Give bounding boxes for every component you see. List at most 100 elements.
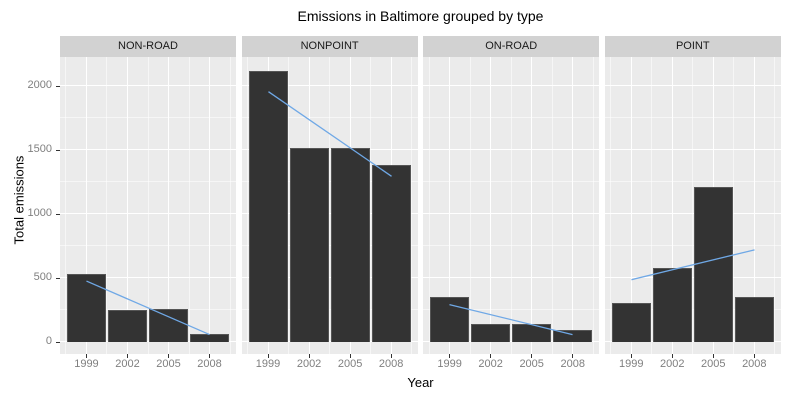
x-tick-mark [168,354,169,358]
facet-nonpoint: NONPOINT 1999 2002 2005 2008 [241,36,418,370]
facet-panel [604,57,781,354]
gridline-major-v [490,57,492,354]
x-tick-label: 1999 [437,358,462,370]
gridline-major-v [671,57,673,354]
gridline-minor-v [370,57,372,354]
x-tick-mark [349,354,351,358]
bar [553,329,593,342]
x-tick-mark [490,354,492,358]
x-tick-mark [630,354,632,358]
gridline-minor-v [651,57,653,354]
gridline-minor-v [229,57,231,354]
gridline-minor-v [147,57,149,354]
x-tick-label: 2002 [115,358,140,370]
x-tick-label: 2008 [197,358,222,370]
x-tick-mark [531,354,533,358]
facet-non-road: NON-ROAD 1999 2002 2005 2008 [60,36,236,370]
gridline-major-v [572,57,574,354]
bar [371,165,411,342]
y-tick-label: 1500 [27,143,52,155]
x-tick-label: 2002 [660,358,685,370]
bar [693,187,733,342]
gridline-major-v [209,57,211,354]
facet-strip: ON-ROAD [423,36,600,57]
bar [66,274,106,342]
x-tick-label: 2008 [378,358,404,370]
gridline-major-v [531,57,533,354]
bar [190,333,230,342]
facets-container: NON-ROAD 1999 2002 2005 2008 NONPOINT 1999 2002… [60,36,781,370]
gridline-major-v [85,57,87,354]
bar [149,309,188,342]
gridline-minor-v [774,57,776,354]
y-tick-label: 2000 [27,79,52,91]
x-tick-mark [753,354,755,358]
gridline-minor-v [510,57,512,354]
x-tick-mark [308,354,310,358]
y-tick-mark [56,341,60,343]
facet-panel [60,57,236,354]
gridline-minor-v [551,57,553,354]
bar [652,268,692,342]
y-tick-mark [56,277,60,279]
x-tick-label: 2002 [478,358,503,370]
chart-title: Emissions in Baltimore grouped by type [297,8,544,24]
facet-strip: POINT [604,36,781,57]
y-tick-label: 500 [33,271,52,283]
y-tick-label: 1000 [27,207,52,219]
x-tick-label: 2005 [156,358,181,370]
x-tick-mark [85,354,87,358]
gridline-major-v [126,57,128,354]
bar [248,71,288,342]
gridline-minor-v [247,57,249,354]
gridline-minor-v [469,57,471,354]
facet-panel [423,57,600,354]
bar [734,296,774,342]
x-tick-mark [267,354,269,358]
bar [512,324,552,342]
x-tick-mark [671,354,673,358]
facet-strip: NONPOINT [241,36,418,57]
facet-panel [241,57,418,354]
x-axis-title: Year [407,375,434,390]
gridline-minor-v [733,57,735,354]
gridline-minor-v [65,57,67,354]
gridline-minor-v [329,57,331,354]
x-tick-label: 2005 [337,358,363,370]
x-tick-mark [449,354,451,358]
x-tick-mark [209,354,211,358]
y-tick-mark [56,85,60,87]
x-tick-mark [712,354,714,358]
gridline-minor-v [188,57,190,354]
gridline-minor-v [106,57,108,354]
gridline-major-v [449,57,451,354]
gridline-major-v [753,57,755,354]
facet-on-road: ON-ROAD 1999 2002 2005 2008 [423,36,600,370]
gridline-minor-v [411,57,413,354]
x-tick-label: 2005 [519,358,544,370]
y-tick-label: 0 [45,335,52,347]
x-tick-label: 2008 [742,358,767,370]
gridline-minor-v [428,57,430,354]
x-tick-label: 1999 [255,358,281,370]
x-tick-mark [390,354,392,358]
y-tick-mark [56,213,60,215]
gridline-minor-v [692,57,694,354]
x-tick-label: 1999 [618,358,644,370]
bar [107,310,147,342]
y-axis-title: Total emissions [11,155,27,245]
x-tick-label: 2008 [560,358,585,370]
bar [611,303,651,342]
bar [330,147,370,342]
bar [471,323,511,342]
x-tick-label: 2002 [296,358,322,370]
x-tick-label: 1999 [74,358,99,370]
y-tick-mark [56,149,60,151]
facet-point: POINT 1999 2002 2005 2008 [604,36,781,370]
x-tick-mark [126,354,128,358]
gridline-minor-v [610,57,612,354]
gridline-major-v [168,57,169,354]
bar [289,147,329,342]
x-tick-mark [572,354,574,358]
